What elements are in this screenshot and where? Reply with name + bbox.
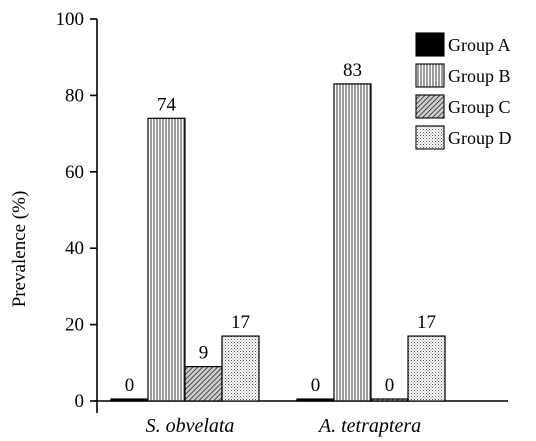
data-label: 17	[417, 312, 436, 333]
legend-label: Group A	[448, 35, 511, 55]
bar-group-b	[147, 117, 186, 402]
bar-group-c	[370, 398, 409, 402]
legend-swatch	[415, 32, 445, 57]
bar-group-d	[407, 335, 446, 402]
legend-swatch	[415, 94, 445, 119]
bar-group-a	[296, 398, 335, 402]
data-label: 83	[343, 60, 362, 81]
y-tick-label: 40	[65, 238, 84, 259]
y-tick-label: 100	[56, 9, 85, 30]
data-label: 0	[311, 375, 321, 396]
legend-label: Group B	[448, 66, 511, 86]
legend-label: Group D	[448, 128, 512, 148]
y-axis: 0 20 40 60 80 100	[56, 9, 98, 413]
data-labels-group: 0 0 74 83 9 0 17 17	[125, 60, 436, 396]
bars-group	[110, 83, 446, 402]
bar-group-d	[221, 335, 260, 402]
data-label: 9	[199, 343, 209, 364]
legend-label: Group C	[448, 97, 511, 117]
data-label: 0	[125, 375, 135, 396]
y-tick-label: 20	[65, 315, 84, 336]
legend-swatch	[415, 125, 445, 150]
y-tick-label: 80	[65, 85, 84, 106]
x-axis: S. obvelata A. tetraptera	[94, 400, 508, 437]
legend: Group A Group B Group C Group D	[415, 32, 512, 150]
bar-group-c	[184, 366, 223, 402]
x-category-label: A. tetraptera	[317, 415, 421, 437]
data-label: 0	[385, 375, 395, 396]
y-tick-label: 0	[75, 391, 85, 412]
data-label: 74	[157, 94, 177, 115]
legend-swatch	[415, 63, 445, 88]
bar-group-a	[110, 398, 149, 402]
bar-group-b	[333, 83, 372, 402]
data-label: 17	[231, 312, 250, 333]
y-tick-label: 60	[65, 162, 84, 183]
x-category-label: S. obvelata	[146, 415, 235, 437]
y-axis-label: Prevalence (%)	[9, 191, 30, 308]
